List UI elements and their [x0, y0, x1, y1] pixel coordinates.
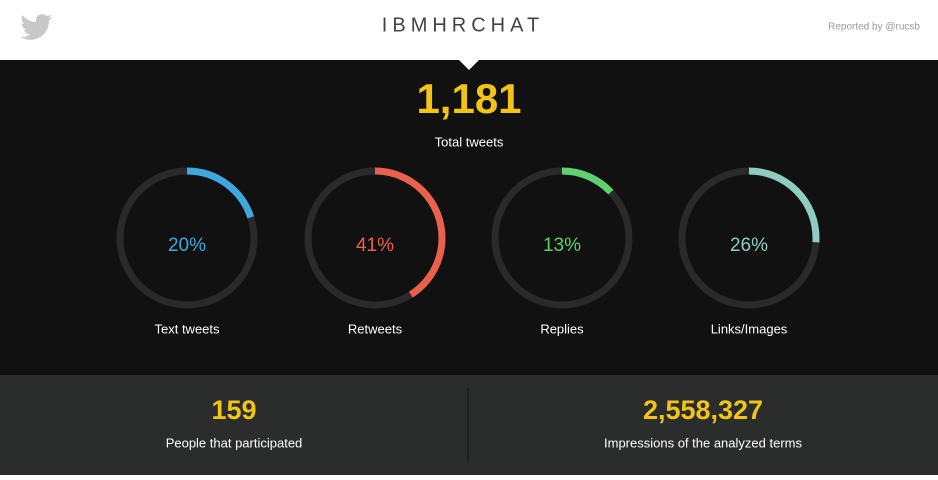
- gauge-arc: [116, 167, 258, 309]
- gauge-label: Retweets: [348, 321, 403, 336]
- reported-by[interactable]: Reported by @rucsb: [828, 22, 920, 33]
- stat-label: Impressions of the analyzed terms: [604, 435, 802, 450]
- header-notch: [459, 60, 479, 70]
- total-label: Total tweets: [435, 134, 504, 149]
- gauge-arc: [304, 167, 446, 309]
- stat-value: 159: [211, 395, 256, 425]
- gauge-value: 13%: [543, 235, 581, 256]
- gauge-value: 26%: [730, 235, 768, 256]
- gauge-arc: [491, 167, 633, 309]
- gauge-value: 41%: [356, 235, 394, 256]
- gauge-value: 20%: [168, 235, 206, 256]
- page-title: IBMHRCHAT: [382, 14, 544, 36]
- stat-label: People that participated: [166, 435, 303, 450]
- gauge-label: Links/Images: [711, 321, 788, 336]
- header-bar: [0, 0, 938, 60]
- main-panel: [0, 60, 938, 375]
- gauge-label: Text tweets: [154, 321, 220, 336]
- stat-value: 2,558,327: [643, 395, 763, 425]
- gauge-arc: [678, 167, 820, 309]
- total-value: 1,181: [416, 75, 521, 122]
- twitter-logo: [20, 14, 53, 40]
- gauge-label: Replies: [540, 321, 584, 336]
- stats-panel: [0, 375, 938, 475]
